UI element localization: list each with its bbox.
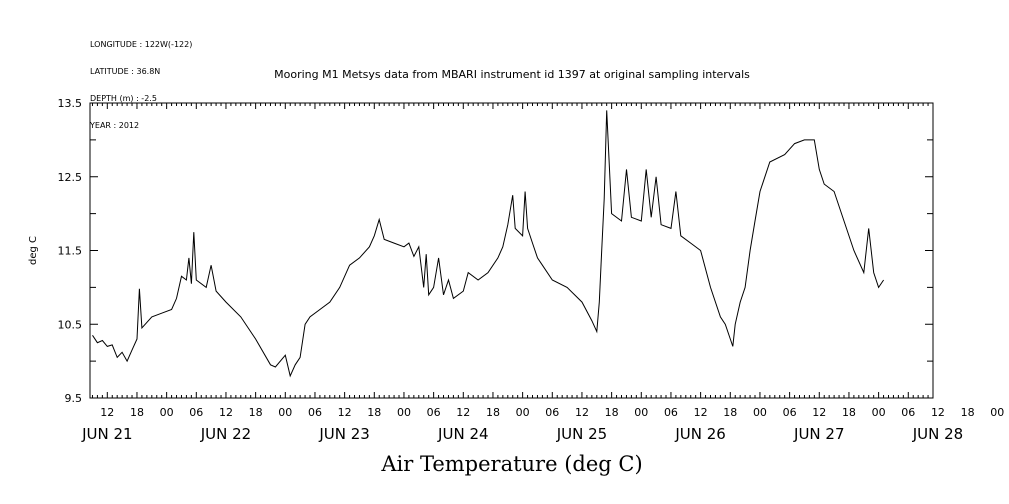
x-hour-label: 18 [961,406,975,419]
x-hour-label: 18 [842,406,856,419]
x-hour-label: 00 [753,406,767,419]
x-hour-label: 00 [634,406,648,419]
metadata-year: YEAR : 2012 [90,121,140,130]
x-hour-label: 00 [872,406,886,419]
x-hour-label: 18 [605,406,619,419]
x-hour-label: 18 [486,406,500,419]
x-hour-label: 18 [130,406,144,419]
x-hour-label: 06 [783,406,797,419]
metadata-depth: DEPTH (m) : -2.5 [90,94,157,103]
x-day-label: JUN 21 [81,425,132,443]
x-hour-label: 12 [812,406,826,419]
x-day-label: JUN 26 [674,425,725,443]
series-line [92,110,885,378]
x-hour-label: 06 [308,406,322,419]
x-hour-label: 00 [397,406,411,419]
x-hour-label: 18 [723,406,737,419]
x-hour-label: 12 [931,406,945,419]
y-tick-label: 12.5 [58,171,83,184]
x-hour-label: 12 [694,406,708,419]
plot-frame [89,102,934,399]
y-tick-label: 11.5 [58,245,83,258]
chart-subtitle: Air Temperature (deg C) [381,452,643,476]
x-hour-label: 18 [367,406,381,419]
x-hour-label: 06 [545,406,559,419]
x-hour-label: 12 [100,406,114,419]
x-hour-label: 12 [456,406,470,419]
x-day-label: JUN 28 [912,425,963,443]
x-hour-label: 00 [278,406,292,419]
x-hour-label: 06 [901,406,915,419]
metadata-longitude: LONGITUDE : 122W(-122) [90,40,193,49]
x-day-label: JUN 24 [437,425,488,443]
x-hour-label: 12 [219,406,233,419]
x-hour-label: 00 [990,406,1004,419]
series-group [92,110,885,378]
x-hour-label: 12 [575,406,589,419]
x-hour-label: 06 [189,406,203,419]
x-day-label: JUN 23 [318,425,369,443]
y-tick-label: 13.5 [58,97,83,110]
x-hour-label: 18 [249,406,263,419]
x-day-label: JUN 25 [556,425,607,443]
y-tick-label: 10.5 [58,318,83,331]
chart-title: Mooring M1 Metsys data from MBARI instru… [274,68,750,81]
plot-border [89,102,934,399]
x-axis-ticks: 12 18 00 06 12 18 00 06 12 18 00 06 12 18 00 06 12 18 00 06… [81,103,1004,443]
y-axis-ticks: 9.5 10.5 11.5 12.5 13.5 [58,97,933,405]
x-day-label: JUN 27 [793,425,844,443]
x-hour-label: 00 [516,406,530,419]
x-day-label: JUN 22 [200,425,251,443]
metadata-latitude: LATITUDE : 36.8N [90,67,161,76]
x-hour-label: 00 [160,406,174,419]
x-hour-label: 12 [338,406,352,419]
metadata-block: LONGITUDE : 122W(-122) LATITUDE : 36.8N … [90,22,192,139]
x-hour-label: 06 [427,406,441,419]
y-tick-label: 9.5 [65,392,83,405]
x-hour-label: 06 [664,406,678,419]
